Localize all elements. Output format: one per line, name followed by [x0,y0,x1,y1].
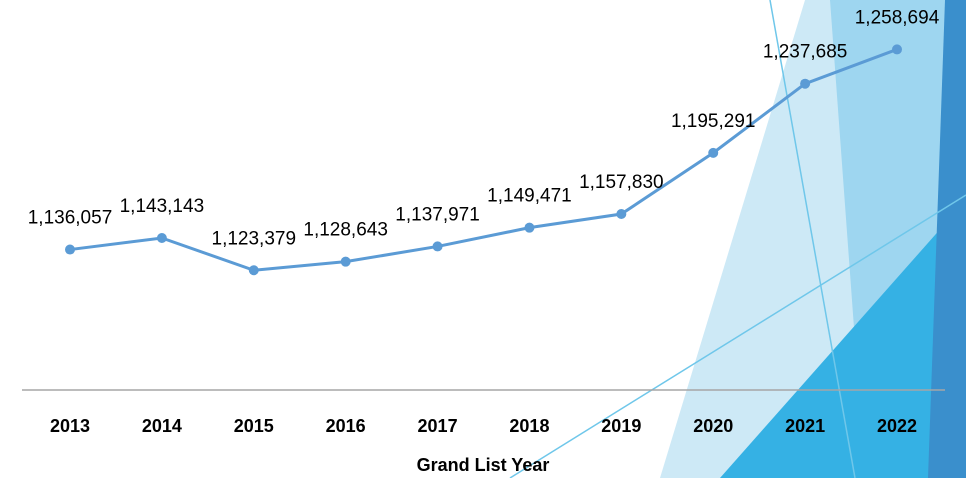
x-tick-label: 2017 [418,416,458,436]
data-point [248,265,259,276]
data-label: 1,123,379 [212,228,297,249]
data-label: 1,237,685 [763,42,848,63]
x-tick-label: 2019 [601,416,641,436]
x-axis-title: Grand List Year [417,455,550,475]
x-tick-label: 2013 [50,416,90,436]
data-label: 1,258,694 [855,7,940,28]
data-label: 1,137,971 [395,204,480,225]
data-point [432,241,443,252]
data-line [69,48,898,272]
data-point [156,232,167,243]
data-label: 1,149,471 [487,186,572,207]
data-point [524,222,535,233]
decor-shape [720,200,966,478]
x-tick-label: 2015 [234,416,274,436]
x-tick-label: 2020 [693,416,733,436]
decor-line [769,0,856,478]
x-tick-label: 2014 [142,416,182,436]
data-point [616,209,627,220]
data-label: 1,143,143 [120,196,205,217]
data-point [892,44,902,55]
data-label: 1,195,291 [671,111,756,132]
data-point [65,244,75,255]
x-tick-label: 2016 [326,416,366,436]
data-point [800,78,811,89]
x-tick-label: 2022 [877,416,917,436]
decor-line [509,194,966,478]
data-point [340,256,351,267]
decor-shape [928,0,966,478]
data-label: 1,157,830 [579,172,664,193]
background-decoration [509,0,966,478]
data-point [708,147,719,158]
data-label: 1,136,057 [28,208,113,229]
x-tick-label: 2018 [509,416,549,436]
data-label: 1,128,643 [303,220,388,241]
x-tick-label: 2021 [785,416,825,436]
